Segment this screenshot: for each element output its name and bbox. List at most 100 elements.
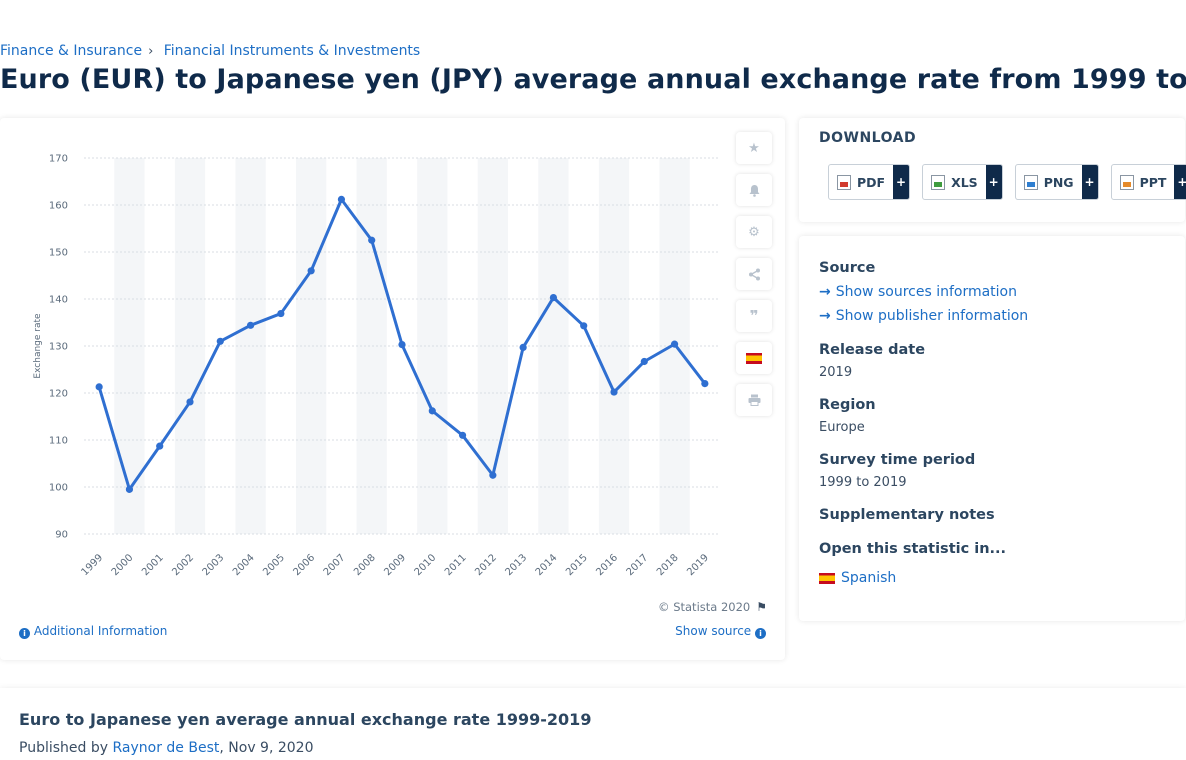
language-button[interactable]: [736, 342, 772, 374]
survey-period-label: Survey time period: [819, 452, 976, 468]
x-tick-label: 2017: [625, 552, 651, 578]
download-png-button[interactable]: PNG +: [1014, 164, 1099, 200]
plus-icon: +: [1174, 165, 1186, 199]
author-link[interactable]: Raynor de Best: [112, 740, 220, 756]
download-ppt-label: PPT: [1139, 174, 1167, 190]
spain-flag-icon: [746, 352, 762, 364]
share-icon: [748, 268, 760, 280]
spanish-label: Spanish: [841, 570, 897, 586]
release-date-label: Release date: [819, 342, 926, 358]
line-chart: 90 100 110 120 130 140 150 160 170 Exchange rate 1…: [33, 154, 720, 578]
publication-date: , Nov 9, 2020: [219, 740, 314, 756]
report-flag-icon[interactable]: ⚑: [756, 600, 767, 614]
statistic-alert-button[interactable]: [736, 174, 772, 206]
print-button[interactable]: [736, 384, 772, 416]
arrow-right-icon: →: [819, 308, 831, 324]
show-publisher-link[interactable]: → Show publisher information: [819, 308, 1028, 324]
open-spanish-link[interactable]: Spanish: [819, 570, 896, 586]
x-tick-label: 2011: [443, 552, 469, 578]
breadcrumb-separator: ›: [148, 44, 154, 59]
data-point: [458, 431, 467, 439]
gear-icon: ⚙: [748, 224, 760, 240]
x-tick-label: 2015: [564, 552, 590, 578]
spain-flag-icon: [819, 572, 835, 584]
star-icon: ★: [748, 140, 760, 156]
bell-icon: [749, 184, 759, 197]
y-tick-label: 100: [49, 483, 68, 494]
breadcrumb-financial-instruments[interactable]: Financial Instruments & Investments: [163, 43, 421, 59]
x-tick-label: 2002: [170, 552, 196, 578]
data-point: [640, 357, 648, 366]
y-tick-label: 160: [49, 201, 68, 212]
data-point: [277, 309, 285, 318]
data-point: [246, 321, 255, 329]
y-tick-label: 130: [49, 342, 68, 353]
y-tick-label: 120: [49, 389, 68, 400]
copyright-text: © Statista 2020: [658, 600, 751, 614]
download-ppt-button[interactable]: PPT +: [1110, 164, 1186, 200]
data-point: [549, 293, 558, 302]
y-tick-label: 170: [49, 154, 68, 165]
x-tick-label: 2013: [503, 552, 529, 578]
download-pdf-button[interactable]: PDF +: [828, 164, 911, 200]
data-point: [156, 442, 164, 450]
region-label: Region: [819, 397, 876, 413]
quote-icon: ❞: [749, 307, 759, 325]
favorite-button[interactable]: ★: [736, 132, 772, 164]
data-point: [216, 337, 224, 345]
xls-file-icon: [931, 174, 946, 190]
data-point: [307, 267, 315, 275]
additional-information-link[interactable]: i Additional Information: [19, 624, 167, 639]
x-tick-label: 2007: [322, 552, 348, 578]
data-point: [701, 380, 709, 388]
show-publisher-label: Show publisher information: [835, 308, 1029, 324]
show-source-label: Show source: [675, 624, 752, 638]
info-icon: i: [19, 628, 30, 639]
x-tick-label: 2010: [413, 552, 439, 578]
download-title: DOWNLOAD: [819, 130, 917, 146]
data-point: [580, 322, 588, 330]
x-tick-label: 2014: [534, 552, 560, 578]
y-tick-label: 150: [49, 248, 68, 259]
x-tick-label: 2001: [140, 552, 166, 578]
x-tick-label: 2012: [473, 552, 499, 578]
published-by-label: Published by: [19, 740, 109, 756]
show-sources-link[interactable]: → Show sources information: [819, 284, 1017, 300]
download-xls-label: XLS: [951, 174, 978, 190]
data-point: [610, 388, 618, 396]
data-point: [125, 485, 134, 493]
y-tick-label: 110: [49, 436, 68, 447]
data-point: [519, 343, 527, 352]
x-tick-label: 2009: [382, 552, 408, 578]
publication-title: Euro to Japanese yen average annual exch…: [19, 710, 592, 729]
data-point: [489, 471, 497, 479]
data-point: [337, 195, 346, 203]
x-tick-label: 2019: [685, 552, 711, 578]
chart-settings-button[interactable]: ⚙: [736, 216, 772, 248]
data-point: [398, 340, 406, 349]
png-file-icon: [1023, 174, 1038, 190]
breadcrumb-finance-insurance[interactable]: Finance & Insurance: [0, 43, 143, 59]
source-label: Source: [819, 260, 876, 276]
download-xls-button[interactable]: XLS +: [922, 164, 1003, 200]
x-tick-label: 2016: [594, 552, 620, 578]
data-point: [428, 407, 436, 415]
chart-card: 90 100 110 120 130 140 150 160 170 Exchange rate 1…: [0, 118, 785, 660]
y-axis-label: Exchange rate: [33, 313, 43, 379]
x-tick-label: 2018: [655, 552, 681, 578]
printer-icon: [748, 394, 760, 406]
arrow-right-icon: →: [819, 284, 831, 300]
x-tick-label: 2003: [201, 552, 227, 578]
share-button[interactable]: [736, 258, 772, 290]
cite-button[interactable]: ❞: [736, 300, 772, 332]
survey-period-value: 1999 to 2019: [819, 475, 907, 490]
show-source-link[interactable]: Show source i: [675, 624, 766, 639]
x-tick-label: 2005: [261, 552, 287, 578]
statistic-info-card: Source → Show sources information → Show p…: [799, 236, 1185, 621]
supplementary-notes-label: Supplementary notes: [819, 507, 995, 523]
y-tick-label: 90: [55, 530, 68, 541]
copyright-notice: © Statista 2020 ⚑: [658, 600, 767, 614]
download-png-label: PNG: [1043, 174, 1074, 190]
region-value: Europe: [819, 420, 865, 435]
show-sources-label: Show sources information: [835, 284, 1017, 300]
